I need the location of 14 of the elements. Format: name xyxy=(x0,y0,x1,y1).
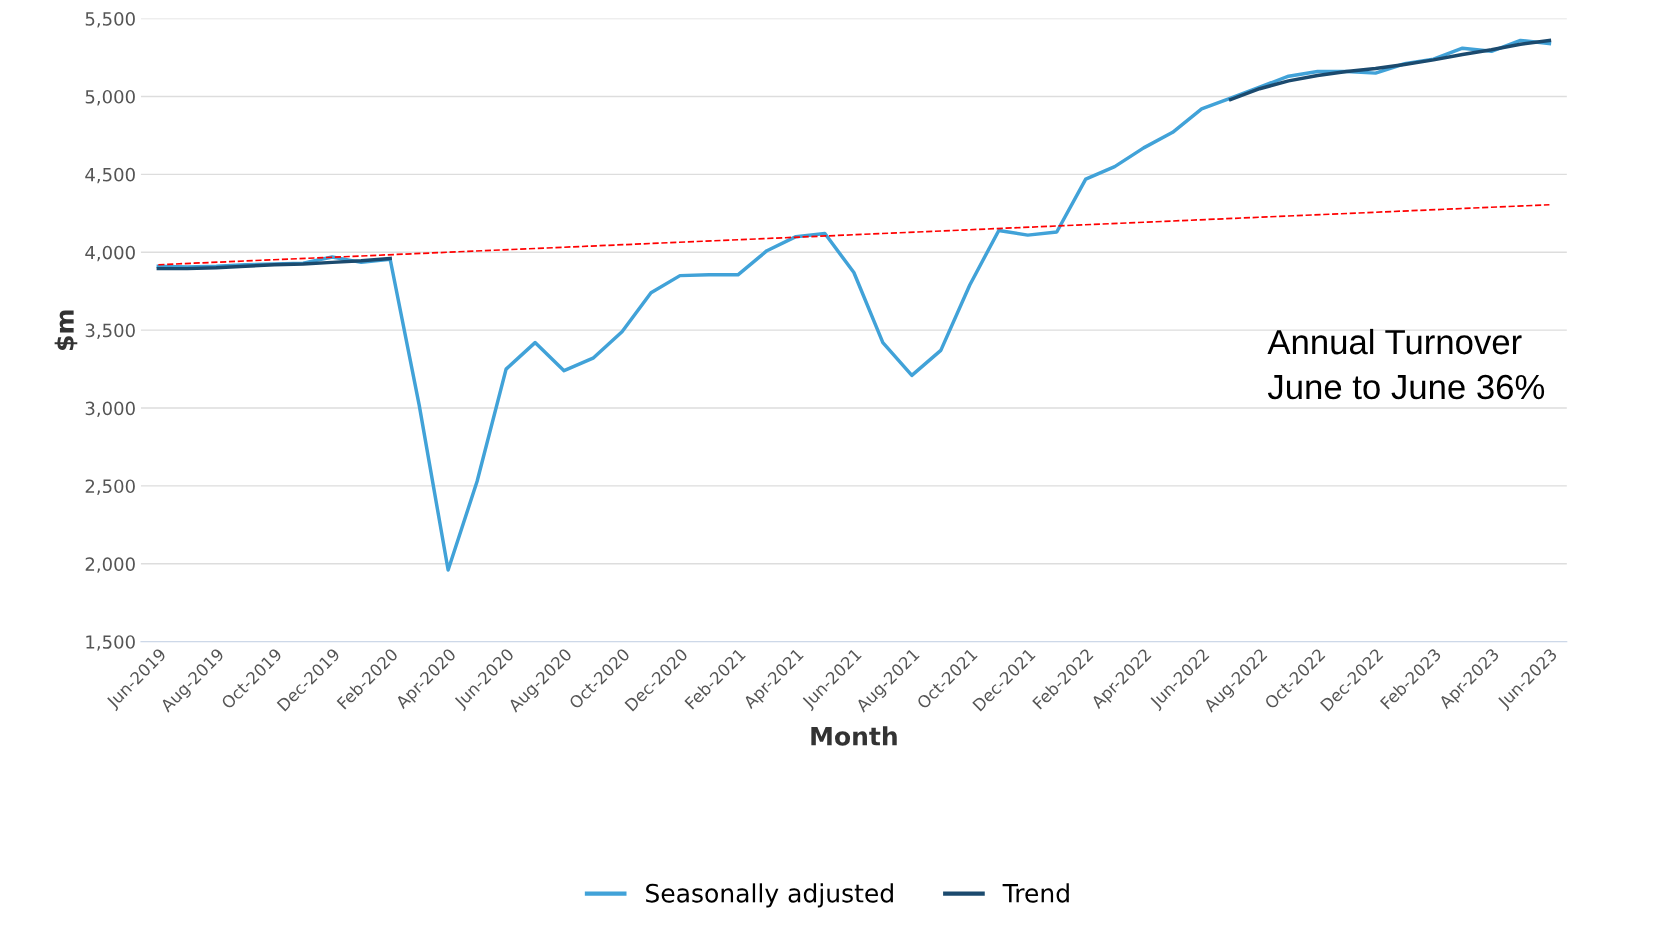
y-tick-label: 5,000 xyxy=(85,89,135,106)
y-tick-label: 2,500 xyxy=(85,479,135,495)
y-tick-label: 3,000 xyxy=(85,401,135,417)
annotation: Annual Turnover June to June 36% xyxy=(1267,328,1545,400)
y-tick-label: 4,000 xyxy=(85,245,135,262)
y-tick-label: 1,500 xyxy=(86,635,135,651)
legend-label: Seasonally adjusted xyxy=(646,883,893,908)
y-axis-title: $m xyxy=(54,310,78,350)
y-tick-label: 4,500 xyxy=(85,167,135,184)
y-tick-label: 3,500 xyxy=(85,323,135,340)
legend-label: Trend xyxy=(1002,883,1069,903)
x-axis-title: Month xyxy=(811,726,897,746)
y-tick-label: 5,500 xyxy=(85,12,135,28)
y-tick-label: 2,000 xyxy=(85,557,135,573)
